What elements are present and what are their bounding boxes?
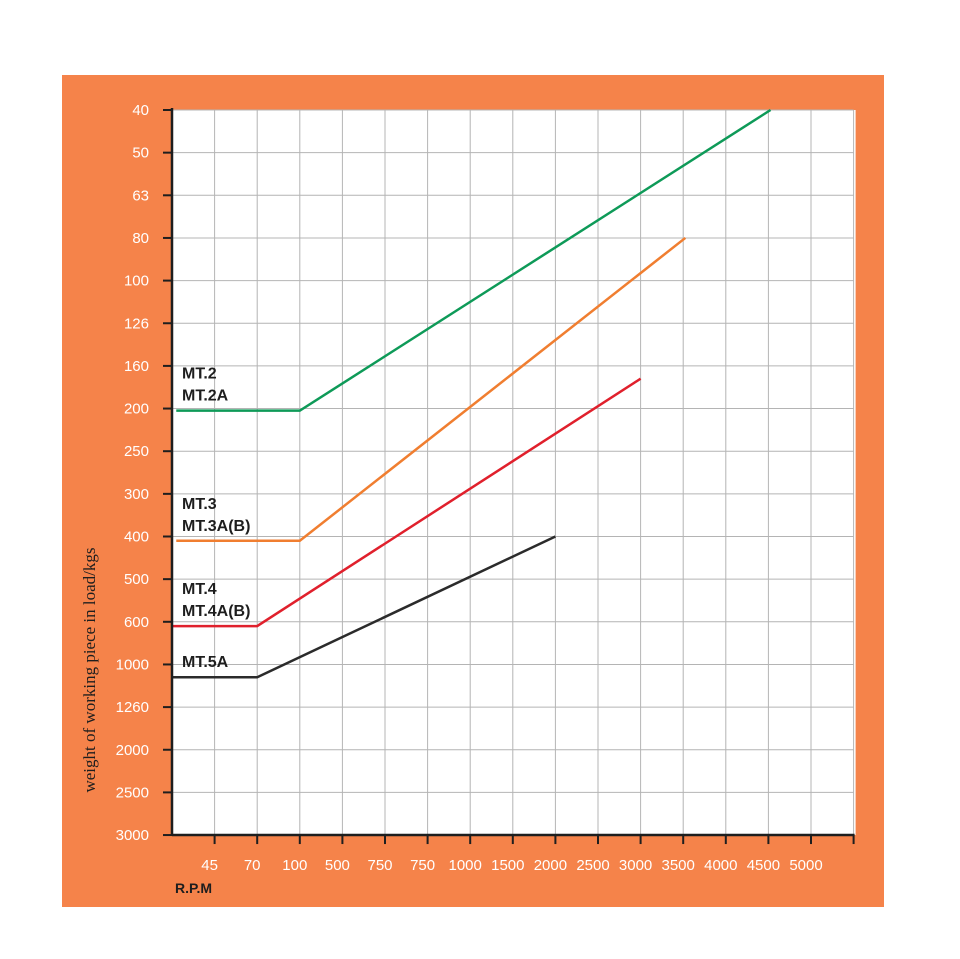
y-tick-label: 2000 xyxy=(116,742,149,759)
y-tick-label: 300 xyxy=(124,486,149,503)
y-tick-label: 2500 xyxy=(116,784,149,801)
y-tick-label: 50 xyxy=(132,145,149,162)
x-tick-label: 2500 xyxy=(576,857,609,874)
x-tick-label: 70 xyxy=(244,857,261,874)
x-tick-label: 750 xyxy=(367,857,392,874)
y-tick-label: 1000 xyxy=(116,656,149,673)
series-line xyxy=(172,377,642,628)
x-tick-label: 2000 xyxy=(534,857,567,874)
y-tick-label: 500 xyxy=(124,571,149,588)
x-tick-label: 4500 xyxy=(747,857,780,874)
y-tick-label: 160 xyxy=(124,358,149,375)
y-tick-label: 100 xyxy=(124,273,149,290)
series-label: MT.2A xyxy=(182,388,229,405)
x-tick-label: 3000 xyxy=(619,857,652,874)
y-axis-label: weight of working piece in load/kgs xyxy=(80,547,99,792)
series-label: MT.2 xyxy=(182,366,217,383)
x-tick-label: 45 xyxy=(201,857,218,874)
x-tick-label: 1500 xyxy=(491,857,524,874)
series-label: MT.3A(B) xyxy=(182,518,250,535)
y-tick-label: 250 xyxy=(124,443,149,460)
series-line xyxy=(172,535,556,679)
x-tick-label: 750 xyxy=(410,857,435,874)
y-tick-label: 126 xyxy=(124,315,149,332)
x-axis-label: R.P.M xyxy=(175,880,212,896)
series-label: MT.4 xyxy=(182,581,217,598)
series-label: MT.4A(B) xyxy=(182,603,250,620)
series-label: MT.5A xyxy=(182,654,229,671)
series-label: MT.3 xyxy=(182,496,217,513)
series-line xyxy=(176,108,772,412)
y-tick-label: 600 xyxy=(124,614,149,631)
plot-area xyxy=(172,110,856,836)
series-line xyxy=(176,236,687,543)
x-tick-label: 1000 xyxy=(449,857,482,874)
y-tick-label: 1260 xyxy=(116,699,149,716)
y-tick-label: 40 xyxy=(132,102,149,119)
x-tick-label: 100 xyxy=(282,857,307,874)
y-tick-label: 200 xyxy=(124,401,149,418)
y-tick-label: 63 xyxy=(132,187,149,204)
y-tick-label: 80 xyxy=(132,230,149,247)
y-tick-label: 400 xyxy=(124,529,149,546)
x-tick-label: 3500 xyxy=(662,857,695,874)
x-tick-label: 4000 xyxy=(704,857,737,874)
x-tick-label: 500 xyxy=(325,857,350,874)
y-tick-label: 3000 xyxy=(116,827,149,844)
x-tick-label: 5000 xyxy=(789,857,822,874)
